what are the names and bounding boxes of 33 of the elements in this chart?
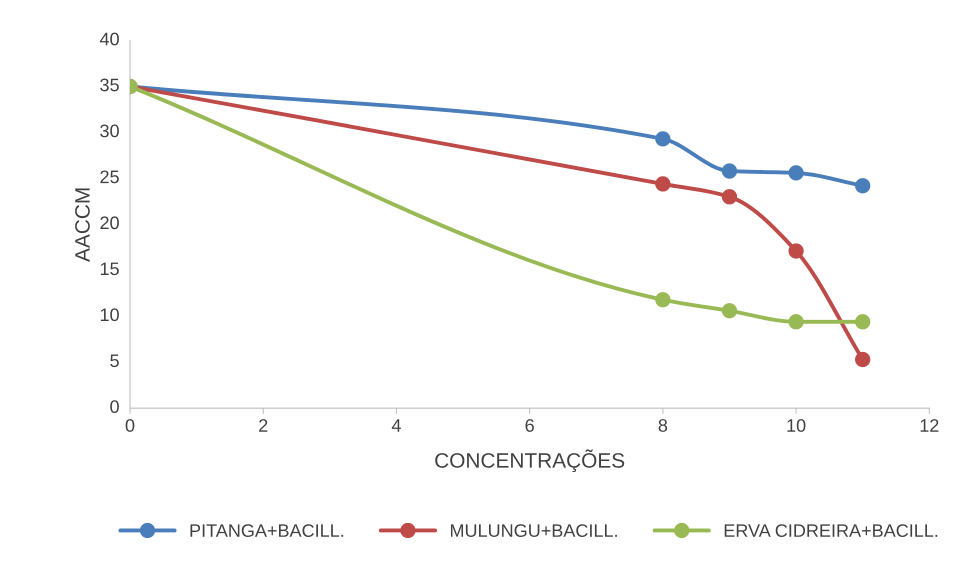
y-tick-label: 40: [100, 32, 119, 46]
legend-label: MULUNGU+BACILL.: [450, 524, 617, 537]
point: [722, 163, 738, 179]
legend-label: PITANGA+BACILL.: [190, 524, 344, 537]
y-tick-label: 0: [110, 400, 119, 414]
x-tick-label: 4: [392, 419, 401, 432]
point: [855, 178, 870, 194]
point: [855, 314, 870, 330]
point: [788, 314, 804, 330]
point: [788, 165, 804, 181]
point: [722, 303, 738, 318]
point: [655, 131, 671, 147]
legend-label: ERVA CIDREIRA+BACILL.: [724, 524, 938, 537]
point: [655, 292, 671, 308]
y-tick-label: 30: [100, 124, 119, 138]
x-tick-label: 6: [526, 419, 534, 432]
x-tick-label: 12: [920, 419, 938, 432]
point: [788, 243, 804, 259]
point: [655, 176, 671, 192]
y-tick-label: 10: [100, 308, 119, 322]
y-tick-label: 20: [100, 216, 119, 230]
x-tick-label: 2: [259, 419, 268, 432]
x-axis-title: CONCENTRAÇÕES: [435, 449, 624, 472]
y-tick-label: 5: [110, 354, 119, 368]
x-tick-label: 10: [787, 419, 806, 432]
point: [855, 352, 870, 368]
y-tick-label: 15: [100, 262, 119, 276]
point: [722, 189, 738, 204]
y-axis-title: AACCM: [75, 188, 90, 262]
x-tick-label: 0: [126, 419, 134, 432]
x-tick-label: 8: [658, 419, 668, 432]
y-tick-label: 35: [100, 78, 119, 92]
y-tick-label: 25: [100, 170, 119, 184]
